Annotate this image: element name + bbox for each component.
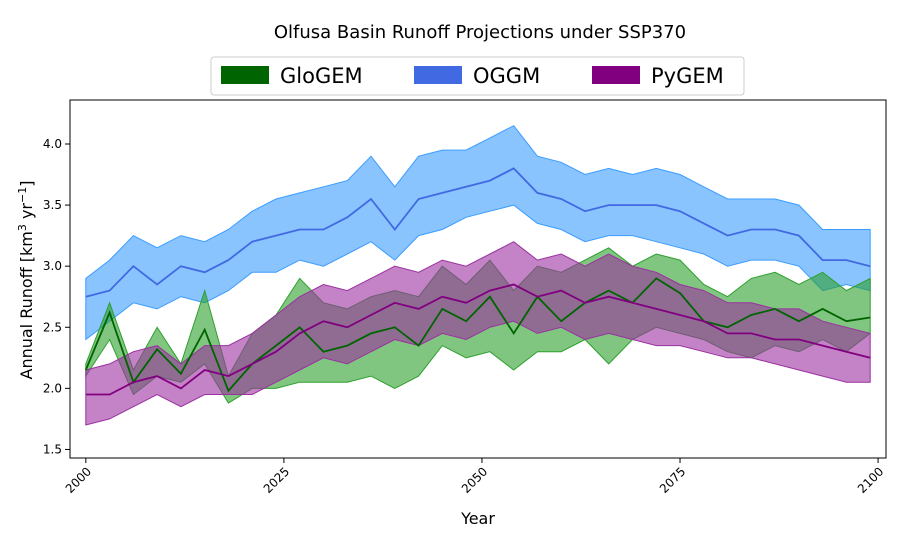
legend: GloGEM OGGM PyGEM <box>210 56 745 96</box>
y-axis-label: Annual Runoff [km3 yr−1] <box>16 181 37 380</box>
line-oggm <box>85 167 871 298</box>
y-axis: 1.5 2.0 2.5 3.0 3.5 4.0 <box>43 137 70 456</box>
y-tick-label: 2.0 <box>43 381 62 395</box>
line-glogem <box>84 277 871 393</box>
y-tick-label: 3.0 <box>43 259 62 273</box>
x-tick-label: 2100 <box>855 464 886 495</box>
x-axis: 2000 2025 2050 2075 2100 <box>63 458 886 496</box>
y-axis-label-mid: yr <box>17 203 36 225</box>
line-pygem <box>85 283 871 396</box>
plot-frame <box>69 99 887 459</box>
legend-label-oggm: OGGM <box>473 64 540 88</box>
legend-swatch-glogem <box>221 66 269 84</box>
x-tick-label: 2000 <box>63 464 94 495</box>
plot-area <box>84 125 871 426</box>
y-axis-label-sup1: 3 <box>16 224 29 231</box>
x-tick-label: 2025 <box>261 464 292 495</box>
y-axis-label-main: Annual Runoff [km <box>17 231 36 379</box>
band-pygem <box>85 241 871 426</box>
chart-title: Olfusa Basin Runoff Projections under SS… <box>274 22 686 43</box>
y-axis-label-sup2: −1 <box>16 187 29 203</box>
legend-swatch-pygem <box>592 66 640 84</box>
y-tick-label: 3.5 <box>43 198 62 212</box>
x-tick-label: 2050 <box>459 464 490 495</box>
y-tick-label: 4.0 <box>43 137 62 151</box>
x-tick-label: 2075 <box>657 464 688 495</box>
legend-label-glogem: GloGEM <box>280 64 363 88</box>
legend-swatch-oggm <box>414 66 462 84</box>
y-axis-label-end: ] <box>17 181 36 187</box>
legend-label-pygem: PyGEM <box>651 64 724 88</box>
x-axis-label: Year <box>460 509 495 528</box>
y-tick-label: 2.5 <box>43 320 62 334</box>
y-tick-label: 1.5 <box>43 442 62 456</box>
